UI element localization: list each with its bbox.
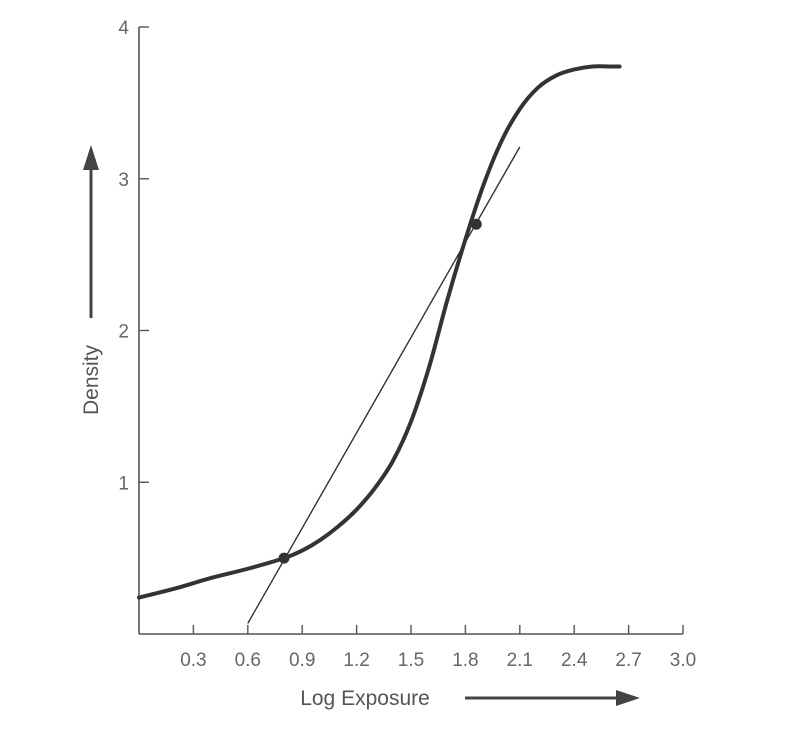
x-tick-label: 2.7 bbox=[615, 650, 641, 671]
x-tick-label: 2.1 bbox=[507, 650, 533, 671]
y-tick-label: 1 bbox=[118, 473, 129, 494]
y-tick-label: 3 bbox=[118, 170, 129, 191]
plot-marks bbox=[137, 64, 622, 624]
ticks: 0.3 0.6 0.9 1.2 1.5 1.8 2.1 2.4 2.7 3.0 1 2 3 4 bbox=[118, 18, 696, 671]
axis-labels: Log Exposure Density bbox=[80, 145, 640, 710]
x-axis-arrow-head bbox=[616, 690, 640, 706]
x-tick-label: 1.2 bbox=[343, 650, 369, 671]
data-point bbox=[470, 218, 482, 230]
x-tick-label: 0.6 bbox=[235, 650, 261, 671]
axes bbox=[138, 27, 683, 635]
x-tick-label: 3.0 bbox=[670, 650, 696, 671]
x-axis-title: Log Exposure bbox=[300, 687, 430, 710]
x-tick-label: 1.8 bbox=[452, 650, 478, 671]
y-axis-title: Density bbox=[80, 344, 103, 415]
tangent-line bbox=[247, 146, 521, 624]
y-tick-label: 4 bbox=[118, 18, 129, 39]
x-tick-label: 1.5 bbox=[398, 650, 424, 671]
x-tick-label: 0.3 bbox=[180, 650, 206, 671]
y-tick-label: 2 bbox=[118, 322, 129, 343]
data-point bbox=[278, 552, 290, 564]
characteristic-curve bbox=[137, 64, 622, 600]
x-tick-label: 2.4 bbox=[561, 650, 588, 671]
x-tick-label: 0.9 bbox=[289, 650, 315, 671]
y-axis-arrow-head bbox=[83, 145, 99, 170]
